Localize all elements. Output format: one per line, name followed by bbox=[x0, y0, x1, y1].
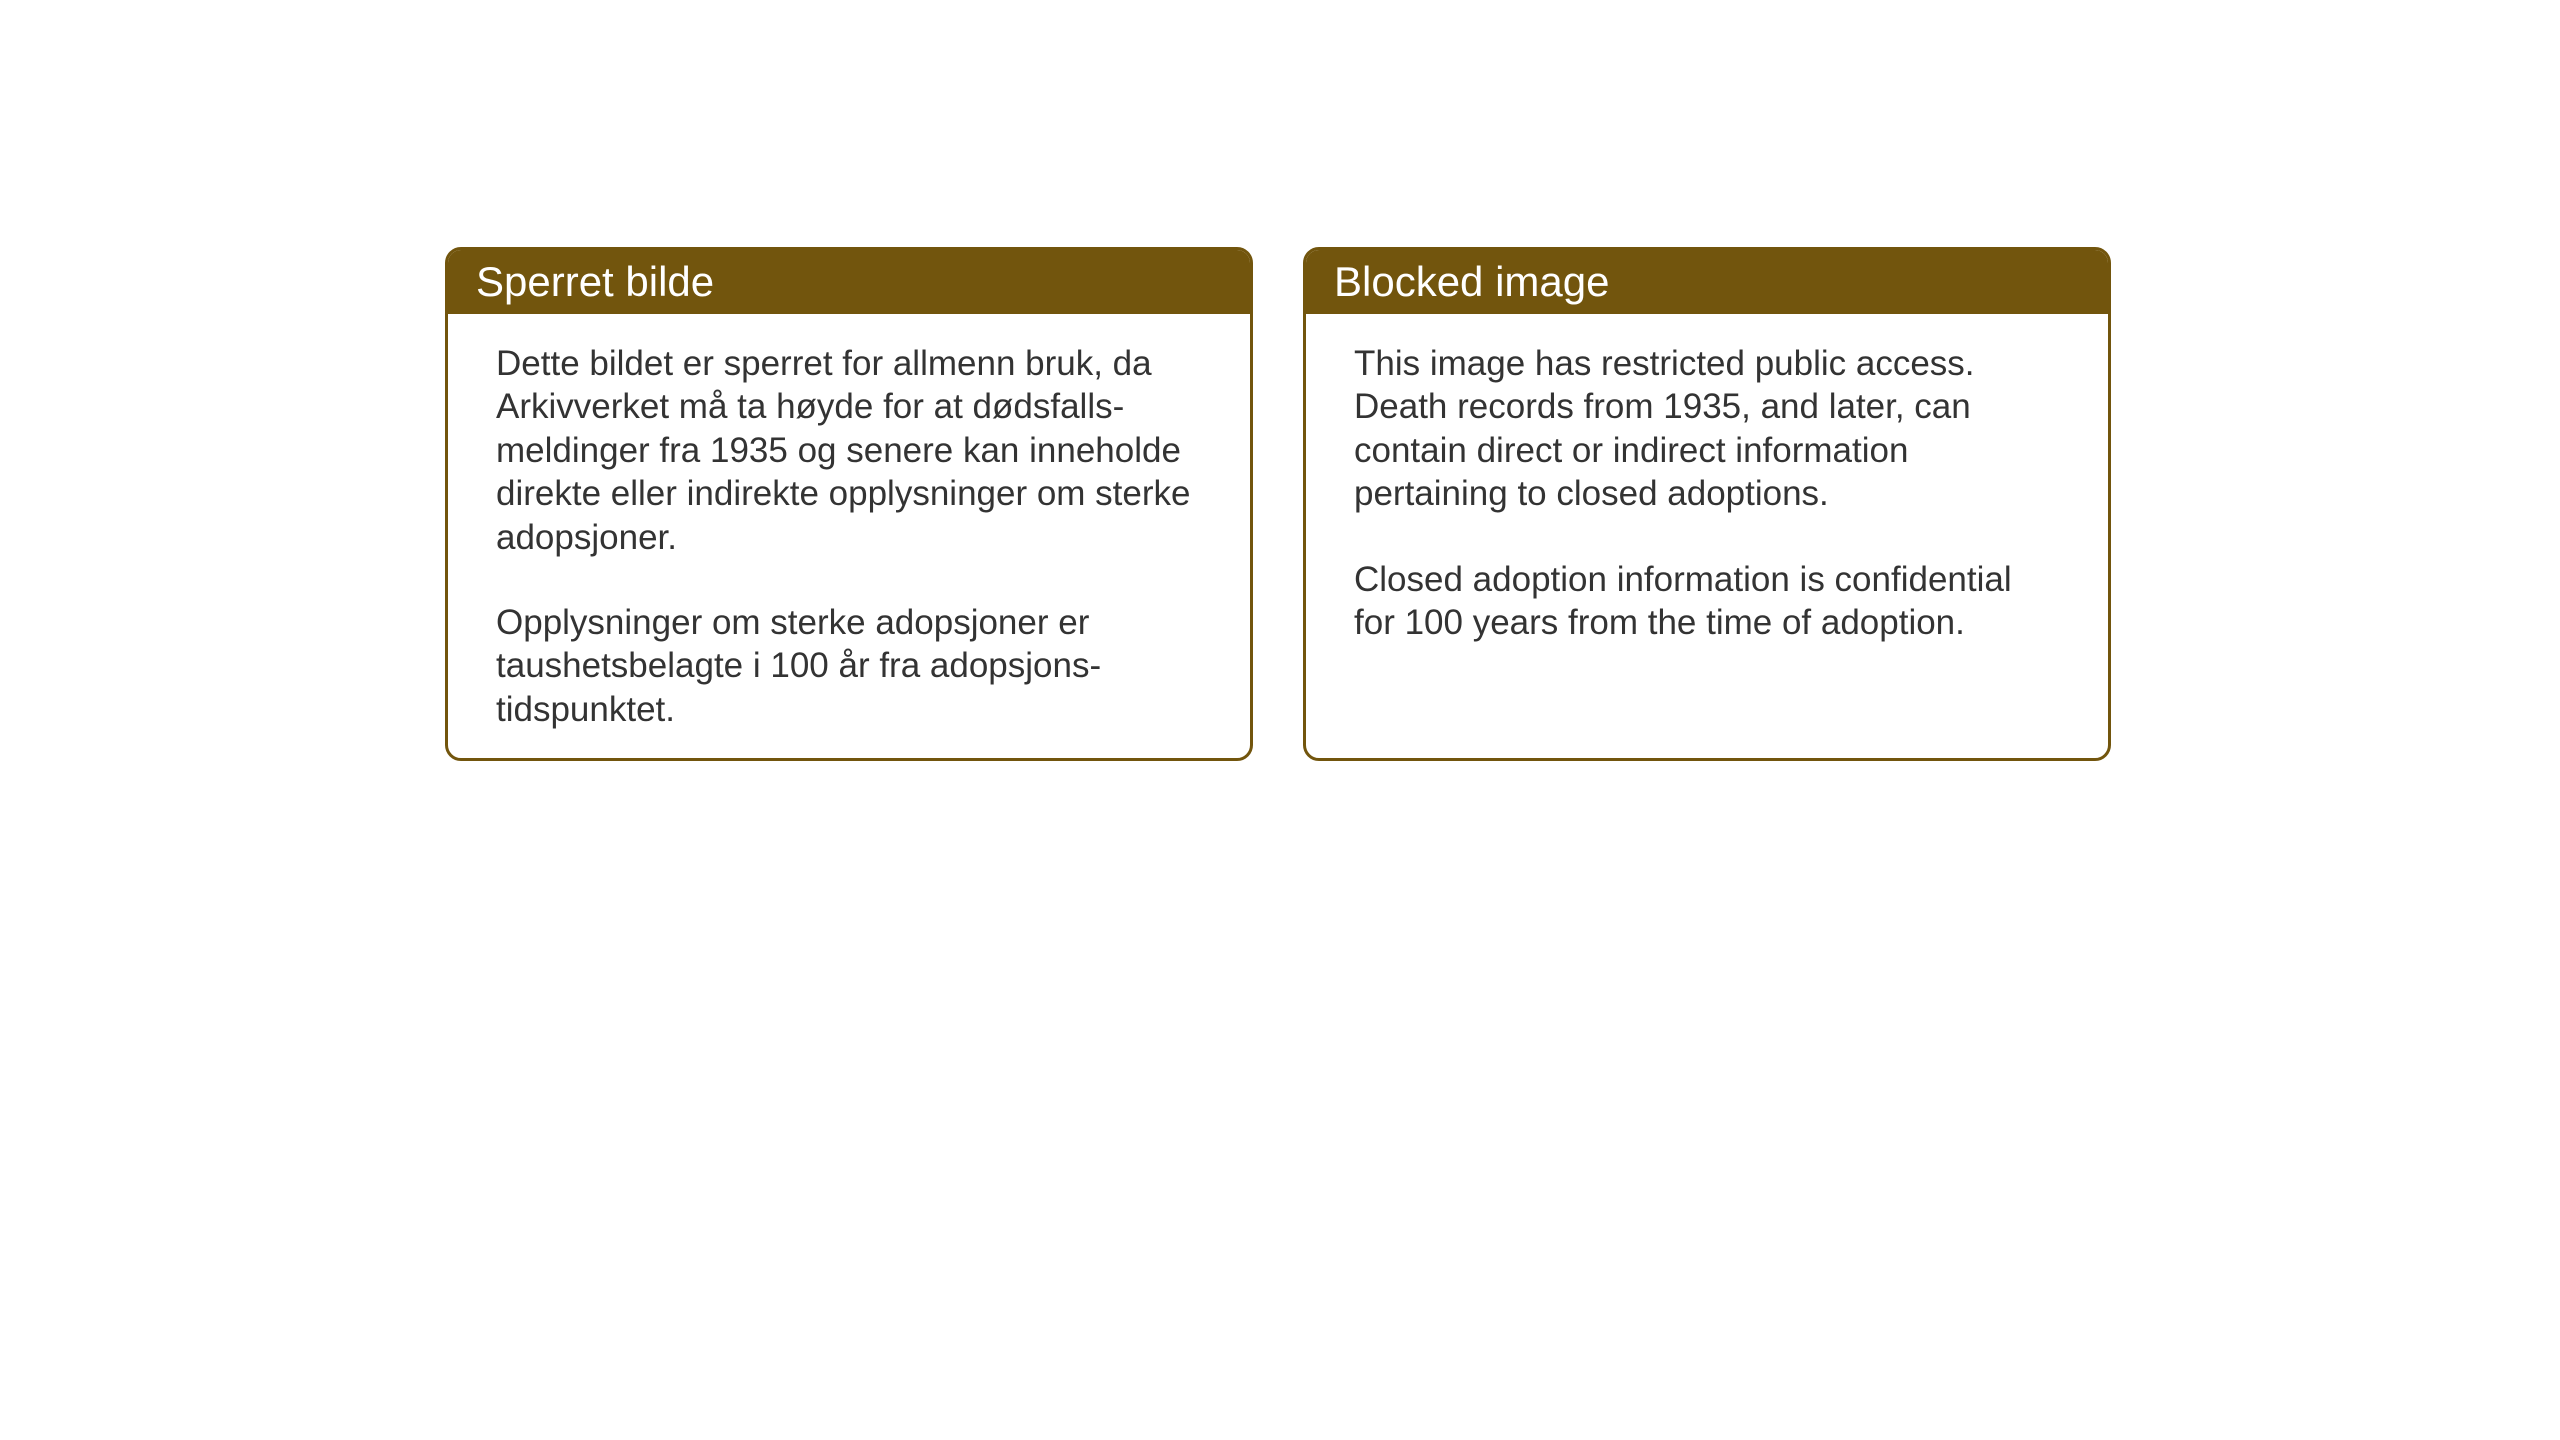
paragraph-2-norwegian: Opplysninger om sterke adopsjoner er tau… bbox=[496, 601, 1202, 731]
paragraph-1-norwegian: Dette bildet er sperret for allmenn bruk… bbox=[496, 342, 1202, 559]
notice-card-english: Blocked image This image has restricted … bbox=[1303, 247, 2111, 761]
card-body-norwegian: Dette bildet er sperret for allmenn bruk… bbox=[448, 314, 1250, 761]
notice-container: Sperret bilde Dette bildet er sperret fo… bbox=[445, 247, 2111, 761]
paragraph-2-english: Closed adoption information is confident… bbox=[1354, 558, 2060, 645]
card-body-english: This image has restricted public access.… bbox=[1306, 314, 2108, 684]
paragraph-1-english: This image has restricted public access.… bbox=[1354, 342, 2060, 516]
card-title-norwegian: Sperret bilde bbox=[476, 258, 714, 305]
notice-card-norwegian: Sperret bilde Dette bildet er sperret fo… bbox=[445, 247, 1253, 761]
card-header-norwegian: Sperret bilde bbox=[448, 250, 1250, 314]
card-header-english: Blocked image bbox=[1306, 250, 2108, 314]
card-title-english: Blocked image bbox=[1334, 258, 1609, 305]
